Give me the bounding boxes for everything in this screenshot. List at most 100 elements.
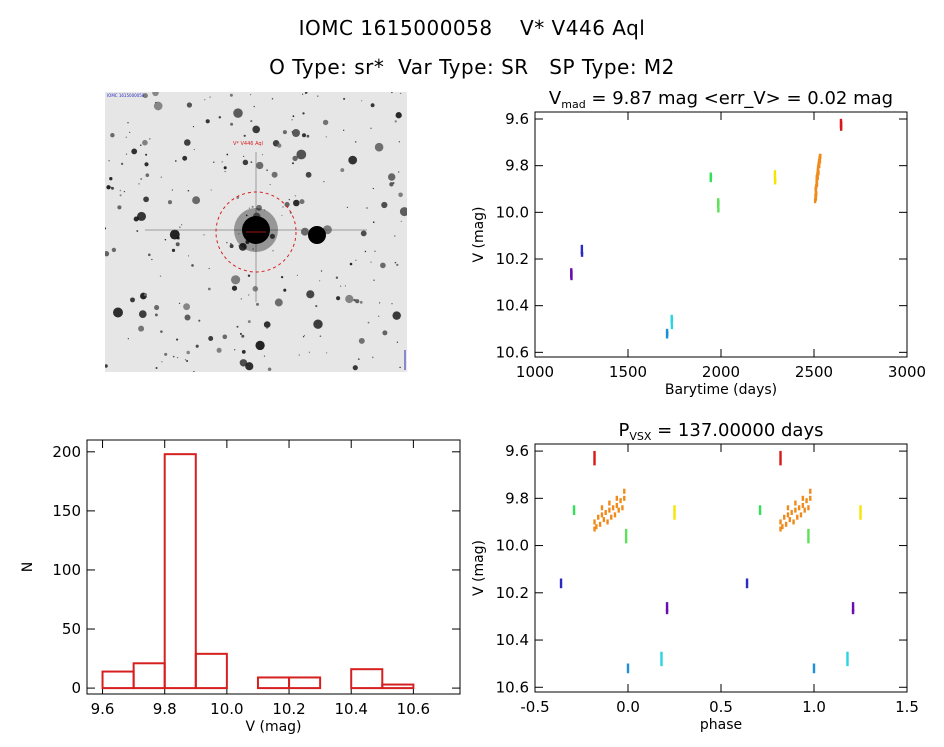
data-point	[786, 512, 790, 518]
data-point	[815, 181, 819, 187]
data-point	[819, 153, 822, 159]
data-point	[745, 578, 749, 584]
data-point	[621, 505, 624, 511]
star	[123, 190, 126, 193]
data-point	[846, 651, 849, 657]
data-point	[851, 609, 855, 615]
star	[248, 207, 250, 209]
data-point	[846, 661, 849, 667]
data-point	[602, 517, 606, 523]
data-point	[615, 502, 619, 508]
star	[394, 120, 397, 123]
star	[374, 142, 384, 152]
data-point	[814, 186, 817, 192]
data-point	[606, 519, 609, 525]
y-axis-label: V (mag)	[471, 540, 487, 596]
data-point	[796, 514, 799, 520]
star	[380, 262, 386, 269]
star	[208, 336, 214, 341]
star	[371, 356, 374, 359]
star	[252, 286, 259, 292]
star	[136, 211, 147, 221]
plot-title: PVSX = 137.00000 days	[619, 420, 824, 443]
star	[154, 313, 158, 317]
star	[222, 334, 228, 340]
star	[317, 95, 319, 97]
star	[293, 199, 300, 207]
star	[176, 338, 179, 341]
star	[292, 115, 295, 118]
data-point	[779, 455, 782, 461]
star	[210, 189, 212, 191]
star	[247, 274, 251, 277]
data-point	[859, 509, 862, 515]
star	[367, 321, 370, 324]
star	[256, 302, 259, 306]
y-tick-label: 10.2	[496, 250, 529, 268]
star	[271, 171, 278, 178]
data-point	[665, 333, 669, 339]
star	[292, 155, 298, 162]
star	[169, 229, 180, 240]
data-point	[786, 505, 790, 511]
star	[110, 133, 115, 138]
star	[138, 325, 145, 332]
data-point	[570, 268, 573, 274]
data-point	[580, 244, 584, 250]
star	[319, 335, 322, 337]
data-point	[572, 505, 576, 511]
star	[240, 298, 243, 300]
star	[129, 131, 131, 133]
star	[117, 205, 122, 210]
data-point	[660, 656, 663, 662]
star	[155, 101, 157, 104]
star	[155, 367, 158, 369]
x-tick-label: -0.5	[520, 698, 549, 716]
data-point	[597, 514, 600, 520]
y-tick-label: 9.6	[505, 110, 529, 128]
y-tick-label: 200	[52, 443, 81, 461]
star	[153, 101, 163, 111]
star	[242, 159, 249, 166]
star	[374, 250, 376, 252]
star	[136, 230, 139, 232]
star	[358, 337, 365, 344]
histogram-bar	[288, 676, 322, 690]
data-point	[593, 519, 596, 525]
star	[140, 178, 143, 180]
star	[339, 285, 342, 287]
star	[105, 364, 108, 368]
star	[179, 226, 181, 228]
data-point	[817, 163, 820, 169]
star	[349, 262, 353, 266]
data-point	[799, 512, 803, 518]
star	[207, 287, 211, 291]
star	[245, 214, 248, 217]
star	[355, 259, 357, 261]
data-point	[615, 495, 619, 501]
star	[288, 199, 290, 201]
star	[233, 108, 243, 118]
star	[269, 233, 275, 239]
data-point	[610, 514, 613, 520]
data-point	[619, 498, 622, 504]
data-point	[613, 512, 617, 518]
neighbor-star	[308, 226, 326, 244]
star	[298, 354, 300, 356]
star	[256, 161, 264, 170]
data-point	[670, 314, 673, 320]
x-axis-label: phase	[700, 717, 742, 733]
star	[372, 187, 374, 190]
star	[164, 239, 167, 241]
y-tick-label: 10.0	[496, 537, 529, 555]
star	[378, 315, 380, 317]
plot-title-text: = 9.87 mag <err_V> = 0.02 mag	[586, 88, 893, 109]
star	[148, 253, 151, 257]
data-point	[600, 512, 604, 518]
plot-title-text: = 137.00000 days	[651, 420, 823, 441]
star	[234, 349, 236, 351]
star	[302, 112, 305, 115]
star	[398, 192, 403, 198]
x-tick-label: 1000	[516, 363, 554, 381]
y-tick-label: 0	[71, 679, 81, 697]
